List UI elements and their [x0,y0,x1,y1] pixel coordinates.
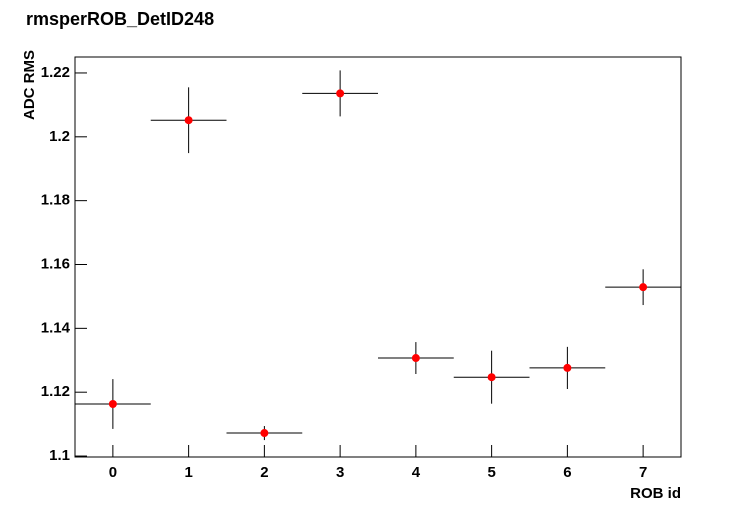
x-tick-label: 5 [487,464,495,481]
y-axis-label: ADC RMS [21,50,38,120]
x-axis-label: ROB id [630,485,681,502]
x-tick-label: 1 [184,464,192,481]
y-tick-label: 1.16 [41,255,70,272]
x-tick-label: 2 [260,464,268,481]
data-point [184,116,193,125]
x-tick-label: 0 [109,464,117,481]
y-tick-label: 1.14 [41,319,71,336]
y-tick-label: 1.2 [49,128,70,145]
plot-frame [74,56,682,458]
data-point [411,354,420,363]
data-point [563,363,572,372]
y-tick-label: 1.12 [41,383,70,400]
y-tick-label: 1.22 [41,64,70,81]
data-point [108,400,117,409]
x-tick-label: 7 [639,464,647,481]
x-tick-label: 4 [412,464,421,481]
y-tick-label: 1.1 [49,447,70,464]
x-tick-label: 6 [563,464,571,481]
x-tick-label: 3 [336,464,344,481]
data-point [260,429,269,438]
data-point [487,373,496,382]
data-point [336,89,345,98]
chart-title: rmsperROB_DetID248 [26,9,214,29]
data-point [639,283,648,292]
y-tick-label: 1.18 [41,192,70,209]
